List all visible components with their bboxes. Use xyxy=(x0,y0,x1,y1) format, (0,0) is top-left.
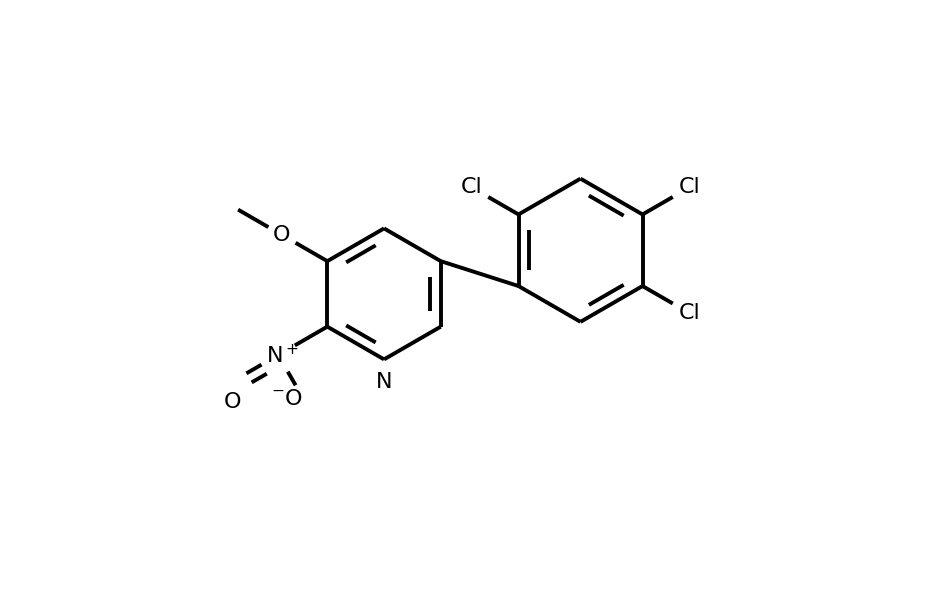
Text: Cl: Cl xyxy=(460,177,483,197)
Text: N: N xyxy=(375,373,392,392)
Text: Cl: Cl xyxy=(678,303,700,323)
Text: $^{-}$O: $^{-}$O xyxy=(272,389,304,409)
Text: O: O xyxy=(274,225,290,245)
Text: N$^+$: N$^+$ xyxy=(266,343,299,367)
Text: O: O xyxy=(224,392,242,412)
Text: Cl: Cl xyxy=(678,177,700,197)
